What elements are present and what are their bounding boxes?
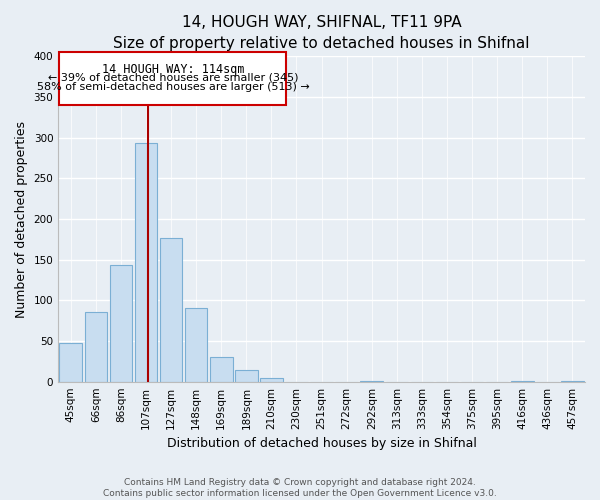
Bar [561, 381, 584, 382]
Bar [511, 381, 533, 382]
Bar [59, 344, 82, 382]
Bar [260, 378, 283, 382]
Bar [85, 312, 107, 382]
Text: 14 HOUGH WAY: 114sqm: 14 HOUGH WAY: 114sqm [101, 63, 244, 76]
Bar [185, 308, 208, 382]
Text: ← 39% of detached houses are smaller (345): ← 39% of detached houses are smaller (34… [47, 72, 298, 83]
Bar [110, 264, 132, 382]
X-axis label: Distribution of detached houses by size in Shifnal: Distribution of detached houses by size … [167, 437, 476, 450]
Bar [134, 142, 157, 382]
Bar [210, 358, 233, 382]
Text: 58% of semi-detached houses are larger (513) →: 58% of semi-detached houses are larger (… [37, 82, 310, 92]
Title: 14, HOUGH WAY, SHIFNAL, TF11 9PA
Size of property relative to detached houses in: 14, HOUGH WAY, SHIFNAL, TF11 9PA Size of… [113, 15, 530, 51]
Bar [361, 381, 383, 382]
Bar [59, 52, 286, 105]
Y-axis label: Number of detached properties: Number of detached properties [15, 120, 28, 318]
Bar [160, 238, 182, 382]
Bar [235, 370, 257, 382]
Text: Contains HM Land Registry data © Crown copyright and database right 2024.
Contai: Contains HM Land Registry data © Crown c… [103, 478, 497, 498]
